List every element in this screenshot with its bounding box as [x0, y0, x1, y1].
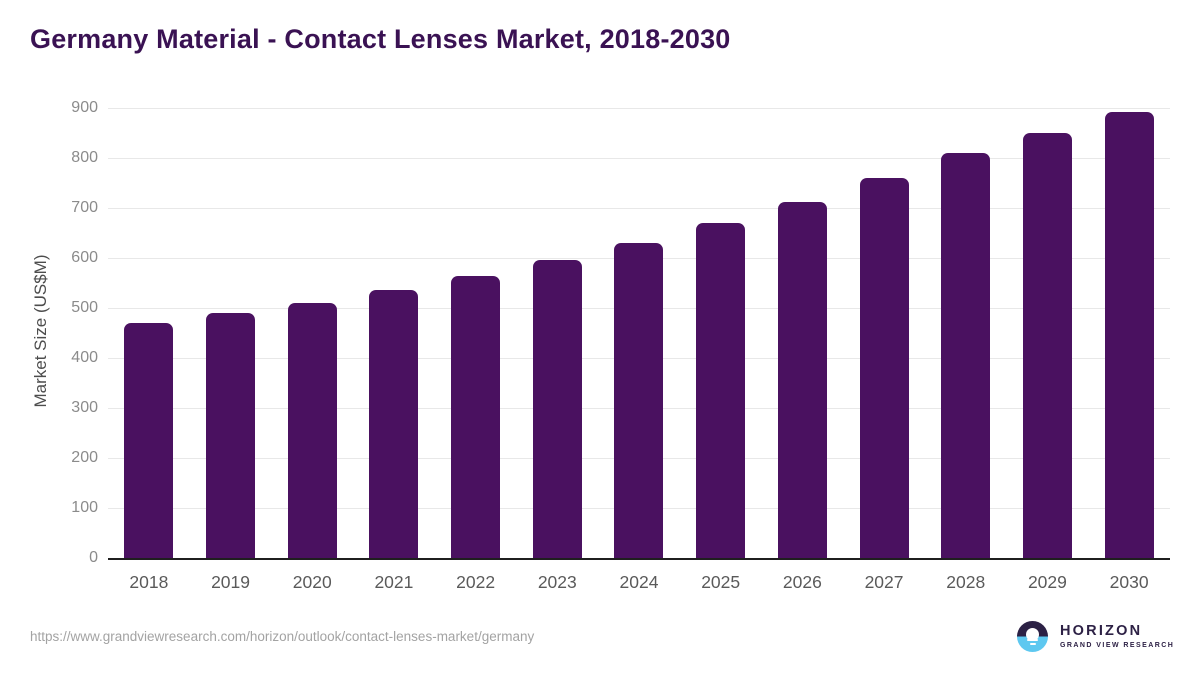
bar-2028	[941, 153, 991, 558]
x-tick-label: 2022	[456, 572, 496, 592]
horizon-logo-text: HORIZON GRAND VIEW RESEARCH	[1060, 623, 1175, 650]
horizon-logo-icon	[1017, 621, 1048, 652]
bar-slot	[108, 108, 190, 558]
gridline	[108, 157, 1170, 159]
gridline	[108, 207, 1170, 209]
bar-series	[108, 108, 1170, 558]
horizon-logo: HORIZON GRAND VIEW RESEARCH	[1017, 621, 1174, 652]
bar-2023	[532, 259, 582, 558]
sun-reflection-icon	[1027, 638, 1038, 641]
x-axis-ticks: 2018 2019 2020 2021 2022 2023 2024 2025 2026 2027…	[108, 572, 1170, 593]
chart-title: Germany Material - Contact Lenses Market…	[30, 24, 731, 54]
y-tick-label: 200	[71, 449, 98, 466]
x-tick-label: 2019	[211, 572, 250, 592]
bar-2018	[124, 322, 174, 558]
bar-2029	[1022, 133, 1072, 558]
bar-slot	[762, 108, 844, 558]
y-tick-label: 400	[71, 349, 98, 366]
bar-slot	[516, 108, 598, 558]
bar-slot	[271, 108, 353, 558]
bar-2025	[696, 223, 746, 558]
y-tick-label: 500	[71, 299, 98, 316]
bar-slot	[680, 108, 762, 558]
bar-2030	[1104, 111, 1154, 558]
bar-2022	[451, 275, 501, 558]
x-tick-label: 2025	[701, 572, 741, 592]
bar-2019	[206, 313, 256, 558]
bar-slot	[843, 108, 925, 558]
bar-slot	[353, 108, 435, 558]
y-tick-label: 0	[89, 549, 98, 566]
y-tick-label: 300	[71, 399, 98, 416]
x-tick-label: 2018	[129, 572, 169, 592]
logo-subtitle: GRAND VIEW RESEARCH	[1060, 642, 1175, 649]
y-axis-title: Market Size (US$M)	[31, 254, 50, 408]
x-tick-label: 2023	[537, 572, 577, 592]
y-tick-label: 900	[71, 99, 98, 116]
x-tick-label: 2024	[619, 572, 659, 592]
x-tick-label: 2026	[782, 572, 822, 592]
bar-2021	[369, 289, 419, 558]
sun-icon	[1026, 628, 1039, 641]
x-tick-label: 2029	[1027, 572, 1067, 592]
bar-slot	[925, 108, 1007, 558]
bar-2027	[859, 178, 909, 558]
bar-slot	[598, 108, 680, 558]
gridline	[108, 107, 1170, 109]
x-tick-label: 2020	[292, 572, 332, 592]
bar-slot	[1088, 108, 1170, 558]
x-axis-line	[108, 558, 1170, 560]
plot-area: 0 100 200 300 400 500 600 700 800 900 2018 2019 202…	[71, 99, 1170, 592]
y-tick-label: 800	[71, 149, 98, 166]
bar-2026	[777, 201, 827, 558]
x-tick-label: 2027	[864, 572, 904, 592]
bar-slot	[435, 108, 517, 558]
sun-reflection-icon	[1029, 642, 1036, 645]
y-tick-label: 100	[71, 499, 98, 516]
source-url: https://www.grandviewresearch.com/horizo…	[30, 629, 535, 644]
bar-slot	[190, 108, 272, 558]
x-tick-label: 2030	[1109, 572, 1149, 592]
bar-2020	[287, 303, 337, 558]
x-tick-label: 2028	[946, 572, 986, 592]
x-tick-label: 2021	[374, 572, 414, 592]
bar-2024	[614, 242, 664, 558]
logo-name: HORIZON	[1060, 623, 1143, 639]
y-tick-label: 600	[71, 249, 98, 266]
bar-slot	[1007, 108, 1089, 558]
y-tick-label: 700	[71, 199, 98, 216]
